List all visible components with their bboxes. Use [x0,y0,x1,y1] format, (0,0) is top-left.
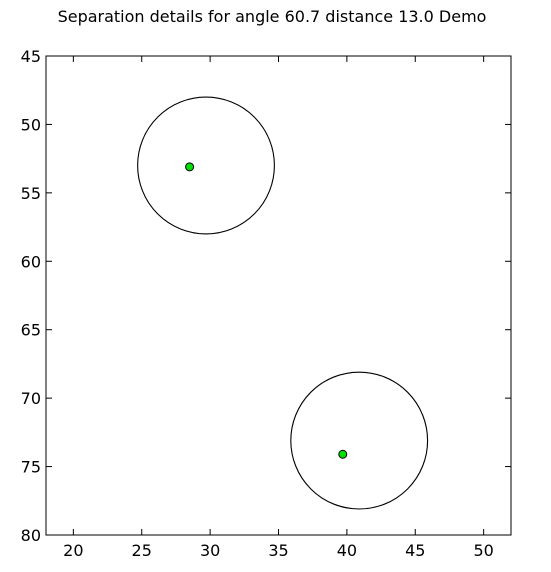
y-tick-label: 50 [21,115,41,134]
x-tick-label: 25 [132,541,152,560]
x-tick-label: 20 [63,541,83,560]
y-tick-label: 45 [21,47,41,66]
plot-area [137,96,429,510]
x-tick-label: 45 [405,541,425,560]
y-tick-label: 65 [21,321,41,340]
axes-frame [45,55,512,536]
axis-ticks: 20 25 30 35 40 45 50 45 50 55 60 65 70 75 80 [21,47,511,560]
data-point-2 [338,449,348,459]
y-tick-label: 55 [21,184,41,203]
y-tick-label: 70 [21,389,41,408]
x-tick-label: 30 [200,541,220,560]
x-tick-label: 35 [268,541,288,560]
y-tick-label: 75 [21,458,41,477]
x-tick-label: 40 [337,541,357,560]
separation-circle-2 [290,371,429,510]
y-tick-label: 80 [21,526,41,545]
separation-circle-1 [137,96,275,235]
x-tick-label: 50 [473,541,493,560]
chart-title: Separation details for angle 60.7 distan… [58,7,487,26]
data-point-1 [185,162,195,172]
y-tick-label: 60 [21,252,41,271]
